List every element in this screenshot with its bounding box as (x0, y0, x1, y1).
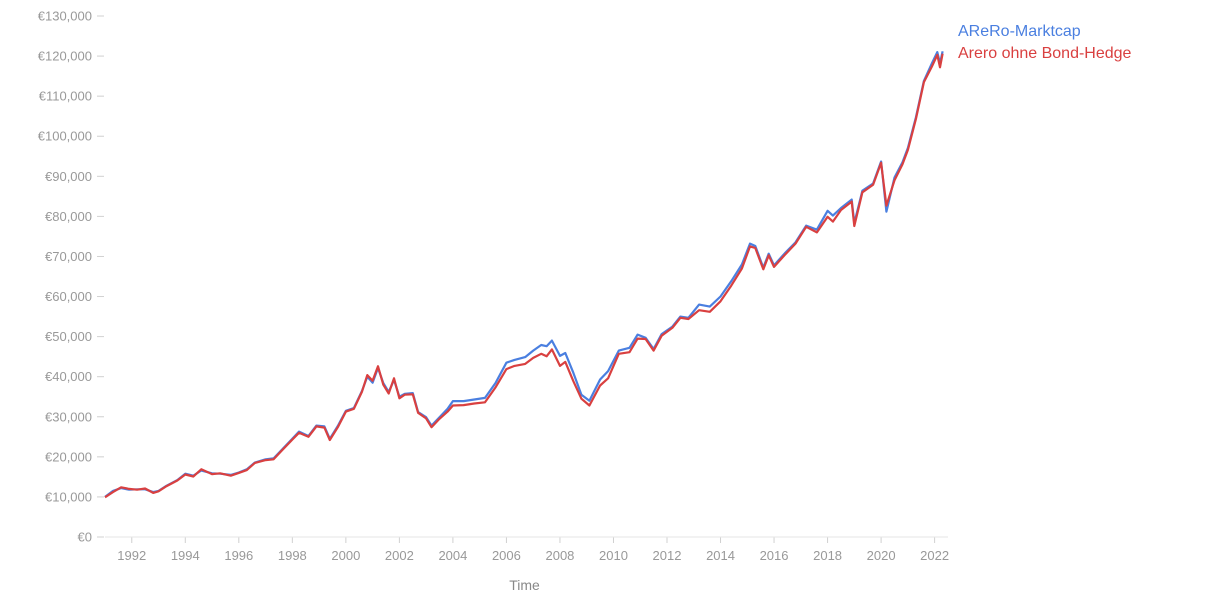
y-tick-label: €70,000 (45, 249, 92, 264)
y-tick-label: €50,000 (45, 329, 92, 344)
x-tick-label: 2002 (385, 548, 414, 563)
x-axis-title: Time (509, 577, 540, 593)
y-tick-label: €80,000 (45, 209, 92, 224)
series-line-1 (104, 51, 944, 498)
y-tick-label: €30,000 (45, 409, 92, 424)
legend-label-1: AReRo-Marktcap (958, 23, 1081, 40)
y-tick-label: €60,000 (45, 289, 92, 304)
y-tick-label: €100,000 (38, 129, 92, 144)
y-tick-label: €20,000 (45, 449, 92, 464)
x-tick-label: 2012 (653, 548, 682, 563)
y-tick-label: €130,000 (38, 9, 92, 24)
x-tick-label: 2008 (545, 548, 574, 563)
x-tick-label: 2006 (492, 548, 521, 563)
x-tick-label: 2004 (438, 548, 467, 563)
x-tick-label: 2022 (920, 548, 949, 563)
y-tick-label: €10,000 (45, 489, 92, 504)
y-tick-label: €0 (78, 530, 92, 545)
series-line-2 (104, 53, 944, 499)
x-tick-label: 2018 (813, 548, 842, 563)
x-tick-label: 2000 (331, 548, 360, 563)
y-tick-label: €120,000 (38, 49, 92, 64)
legend: AReRo-Marktcap Arero ohne Bond-Hedge (958, 23, 1132, 62)
x-tick-label: 1998 (278, 548, 307, 563)
legend-label-2: Arero ohne Bond-Hedge (958, 45, 1132, 62)
x-axis: 1992 1994 1996 1998 2000 2002 2004 2006 2008 2010… (117, 537, 949, 563)
x-tick-label: 2014 (706, 548, 735, 563)
y-tick-label: €40,000 (45, 369, 92, 384)
y-tick-label: €110,000 (39, 89, 92, 104)
x-tick-label: 2016 (760, 548, 789, 563)
x-tick-label: 2010 (599, 548, 628, 563)
x-tick-label: 1994 (171, 548, 200, 563)
y-axis: €0 €10,000 €20,000 €30,000 €40,000 €50,000 €60… (38, 9, 104, 545)
series-lines (104, 51, 944, 499)
x-tick-label: 1992 (117, 548, 146, 563)
x-tick-label: 1996 (224, 548, 253, 563)
x-tick-label: 2020 (867, 548, 896, 563)
y-tick-label: €90,000 (45, 169, 92, 184)
